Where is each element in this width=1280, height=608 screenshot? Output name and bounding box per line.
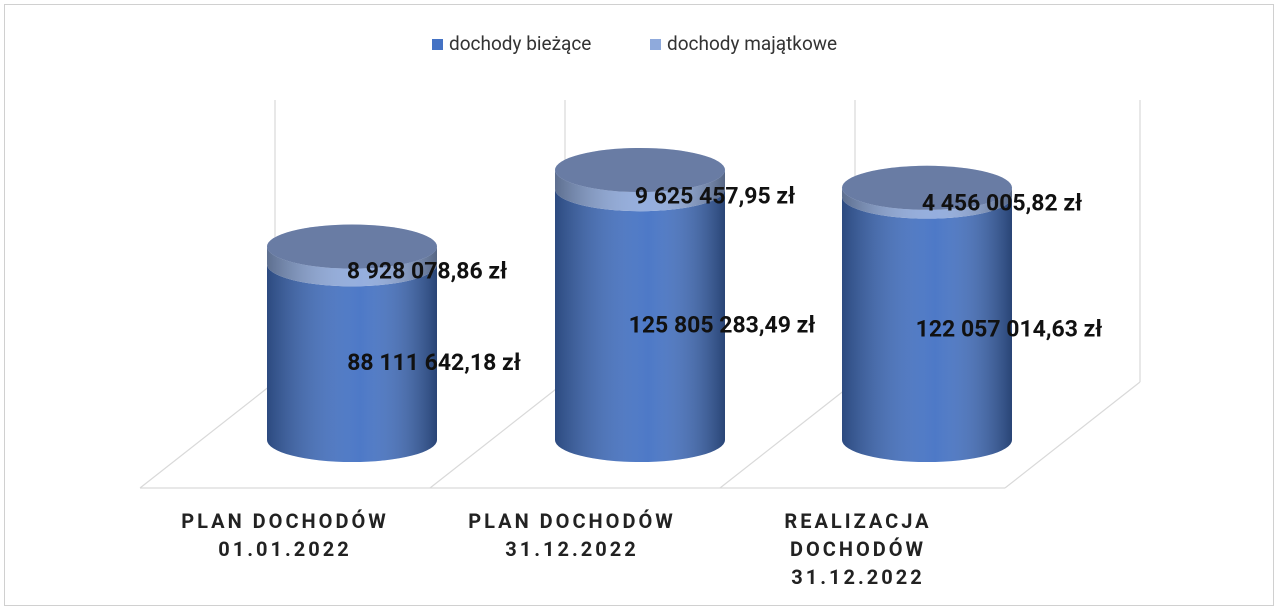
value-label: 9 625 457,95 zł — [635, 182, 795, 209]
x-tick-label: PLAN DOCHODÓW 01.01.2022 — [181, 509, 389, 561]
segment-shade — [267, 264, 437, 462]
segment-shade — [842, 187, 1012, 219]
x-tick-label: REALIZACJA DOCHODÓW 31.12.2022 — [784, 509, 932, 589]
cylinder — [842, 165, 1012, 462]
cylinder — [267, 224, 437, 462]
segment-shade — [555, 189, 725, 462]
cylinder-top-shade — [842, 165, 1012, 210]
segment-shade — [267, 246, 437, 287]
value-label: 4 456 005,82 zł — [922, 190, 1082, 217]
value-label: 122 057 014,63 zł — [916, 315, 1103, 342]
legend-swatch — [650, 39, 661, 50]
chart-frame — [4, 4, 1274, 606]
cylinder-top-shade — [555, 148, 725, 192]
value-label: 8 928 078,86 zł — [347, 257, 507, 284]
legend-swatch — [432, 39, 443, 50]
value-label: 125 805 283,49 zł — [629, 312, 816, 339]
value-label: 88 111 642,18 zł — [347, 349, 521, 376]
x-tick-label: PLAN DOCHODÓW 31.12.2022 — [468, 509, 676, 561]
legend-label: dochody bieżące — [449, 32, 591, 55]
cylinder — [555, 148, 725, 462]
segment-shade — [842, 196, 1012, 462]
cylinder-top-shade — [267, 224, 437, 269]
segment-shade — [555, 170, 725, 212]
legend-label: dochody majątkowe — [667, 32, 837, 55]
